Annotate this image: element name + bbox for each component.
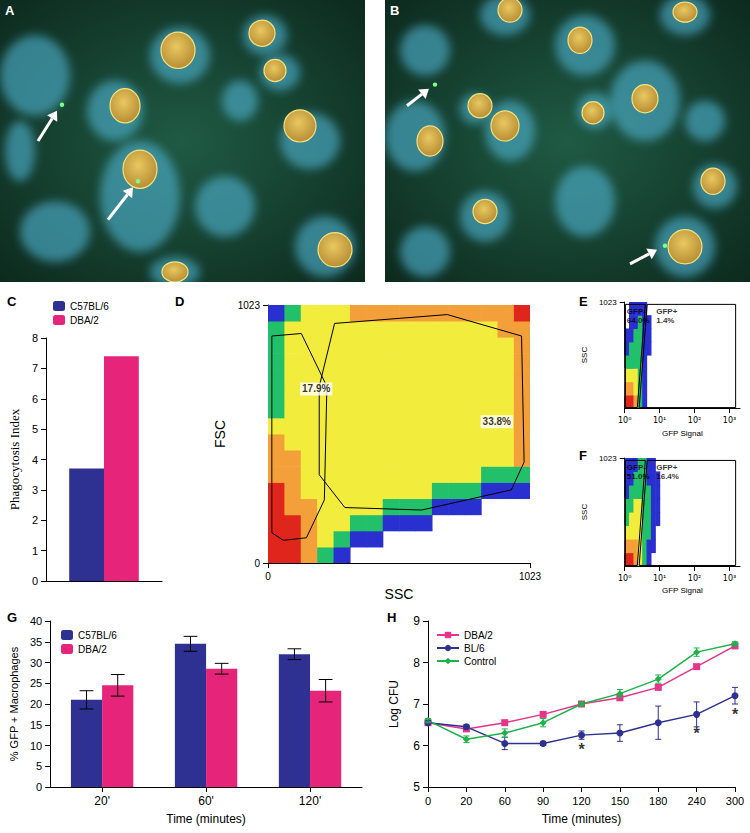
svg-text:9: 9	[413, 614, 420, 628]
svg-text:H: H	[387, 610, 396, 625]
svg-text:300: 300	[726, 795, 744, 807]
svg-text:25: 25	[30, 677, 42, 689]
svg-text:1023: 1023	[599, 298, 617, 307]
svg-text:FSC: FSC	[212, 420, 228, 448]
svg-text:GFP Signal: GFP Signal	[662, 586, 703, 595]
svg-text:A: A	[5, 3, 15, 18]
svg-text:Log CFU: Log CFU	[387, 680, 401, 728]
svg-text:7: 7	[32, 362, 38, 374]
svg-text:D: D	[175, 294, 184, 309]
svg-text:0: 0	[265, 571, 271, 582]
svg-text:Control: Control	[464, 656, 496, 667]
svg-text:1023: 1023	[599, 454, 617, 463]
svg-text:51.0%: 51.0%	[627, 472, 650, 481]
svg-text:16.4%: 16.4%	[656, 472, 679, 481]
svg-text:C: C	[7, 294, 17, 309]
svg-text:10: 10	[30, 740, 42, 752]
svg-text:0: 0	[36, 781, 42, 793]
svg-text:35: 35	[30, 636, 42, 648]
svg-text:120: 120	[572, 795, 590, 807]
svg-text:10⁰: 10⁰	[618, 416, 631, 425]
svg-text:SSC: SSC	[580, 347, 589, 364]
svg-text:10²: 10²	[688, 416, 701, 425]
svg-text:0: 0	[425, 795, 431, 807]
svg-text:SSC: SSC	[385, 586, 414, 602]
svg-text:F: F	[579, 448, 587, 463]
svg-text:*: *	[578, 741, 585, 758]
svg-text:C57BL/6: C57BL/6	[78, 630, 117, 641]
svg-text:60': 60'	[198, 794, 214, 808]
svg-text:BL/6: BL/6	[464, 643, 485, 654]
svg-text:10⁰: 10⁰	[618, 574, 631, 583]
svg-text:GFP Signal: GFP Signal	[662, 429, 703, 438]
svg-text:20: 20	[460, 795, 472, 807]
svg-text:E: E	[579, 294, 588, 309]
svg-text:8: 8	[413, 656, 420, 670]
svg-text:40: 40	[30, 615, 42, 627]
svg-text:0: 0	[254, 558, 260, 569]
svg-text:33.8%: 33.8%	[483, 416, 511, 427]
svg-text:DBA/2: DBA/2	[464, 630, 493, 641]
svg-text:10³: 10³	[723, 574, 736, 583]
svg-text:15: 15	[30, 719, 42, 731]
svg-text:2: 2	[32, 514, 38, 526]
svg-text:4: 4	[32, 454, 38, 466]
svg-text:1: 1	[32, 545, 38, 557]
svg-text:1023: 1023	[519, 571, 542, 582]
svg-text:30: 30	[30, 657, 42, 669]
svg-text:180: 180	[649, 795, 667, 807]
svg-text:% GFP + Macrophages: % GFP + Macrophages	[8, 646, 20, 761]
svg-text:90: 90	[537, 795, 549, 807]
svg-text:7: 7	[413, 697, 420, 711]
svg-text:1023: 1023	[238, 300, 261, 311]
svg-text:10³: 10³	[723, 416, 736, 425]
svg-text:G: G	[7, 610, 17, 625]
svg-text:6: 6	[413, 739, 420, 753]
svg-text:*: *	[694, 725, 701, 742]
svg-text:0: 0	[32, 575, 38, 587]
svg-text:C57BL/6: C57BL/6	[70, 301, 109, 312]
svg-text:GFP-: GFP-	[627, 307, 646, 316]
svg-text:GFP+: GFP+	[656, 463, 677, 472]
svg-text:6: 6	[32, 393, 38, 405]
svg-text:Time (minutes): Time (minutes)	[166, 812, 246, 826]
svg-text:GFP+: GFP+	[656, 307, 677, 316]
svg-text:5: 5	[413, 780, 420, 794]
svg-text:DBA/2: DBA/2	[70, 315, 99, 326]
svg-text:64.0%: 64.0%	[627, 316, 650, 325]
svg-text:1.4%: 1.4%	[656, 316, 674, 325]
svg-text:GFP-: GFP-	[627, 463, 646, 472]
svg-text:DBA/2: DBA/2	[78, 644, 107, 655]
svg-text:240: 240	[687, 795, 705, 807]
svg-text:*: *	[732, 706, 739, 723]
svg-text:20: 20	[30, 698, 42, 710]
svg-text:Time (minutes): Time (minutes)	[542, 812, 622, 826]
svg-text:Phagocytosis Index: Phagocytosis Index	[7, 408, 22, 510]
svg-text:8: 8	[32, 332, 38, 344]
svg-text:B: B	[390, 3, 399, 18]
svg-text:10²: 10²	[688, 574, 701, 583]
svg-text:5: 5	[32, 423, 38, 435]
svg-text:5: 5	[36, 760, 42, 772]
svg-text:SSC: SSC	[580, 504, 589, 521]
svg-text:60: 60	[499, 795, 511, 807]
svg-text:3: 3	[32, 484, 38, 496]
svg-text:120': 120'	[299, 794, 321, 808]
svg-text:150: 150	[611, 795, 629, 807]
svg-text:10¹: 10¹	[653, 416, 666, 425]
svg-text:20': 20'	[94, 794, 110, 808]
svg-text:10¹: 10¹	[653, 574, 666, 583]
svg-text:17.9%: 17.9%	[302, 383, 330, 394]
